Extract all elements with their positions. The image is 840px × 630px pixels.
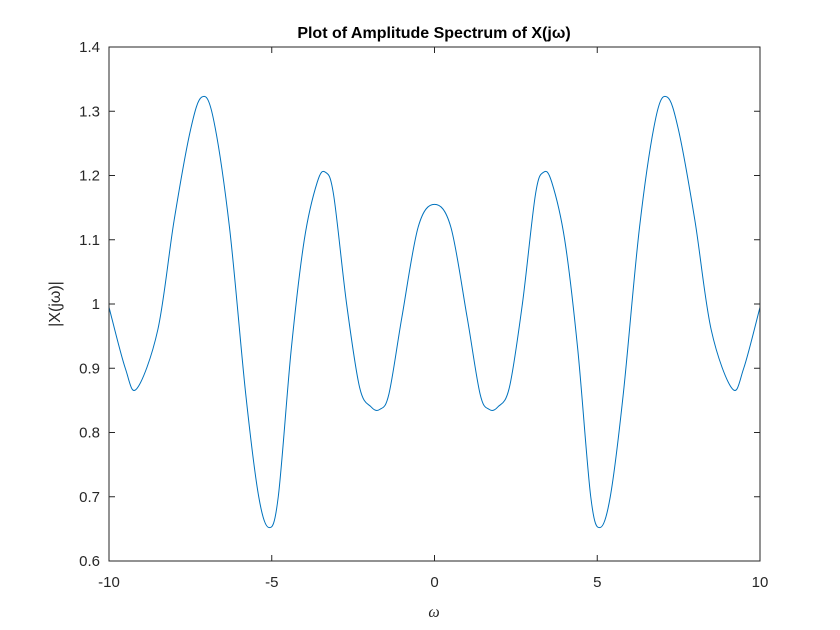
y-tick-label: 0.8 [79,425,100,442]
plot-frame [108,46,761,562]
x-tick-label: -5 [265,574,278,591]
data-layer [108,95,761,529]
y-tick-label: 1.4 [79,39,100,56]
y-tick-label: 1.3 [79,103,100,120]
y-tick-label: 1.2 [79,168,100,185]
y-tick-label: 1 [92,296,100,313]
x-axis-label: ω [428,604,439,621]
x-tick-label: -10 [98,574,120,591]
y-axis-label: |X(jω)| [47,281,64,327]
x-tick-label: 5 [593,574,601,591]
x-tick-label: 10 [752,574,769,591]
y-tick-label: 0.7 [79,489,100,506]
y-tick-label: 0.9 [79,360,100,377]
chart-title: Plot of Amplitude Spectrum of X(jω) [297,25,570,42]
y-tick-label: 1.1 [79,232,100,249]
x-tick-label: 0 [430,574,438,591]
y-tick-label: 0.6 [79,553,100,570]
series-line-0 [108,95,761,529]
